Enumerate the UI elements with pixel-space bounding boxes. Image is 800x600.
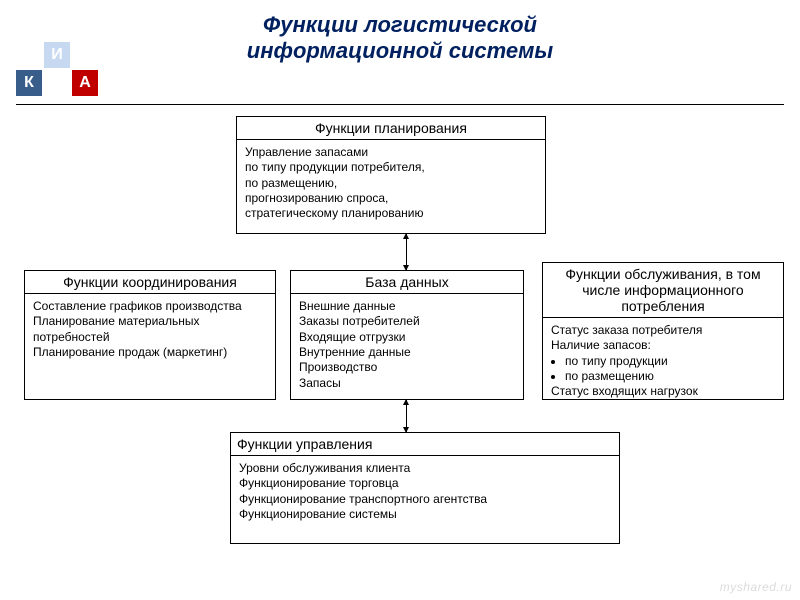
box-service-before: Статус заказа потребителя Наличие запасо…: [551, 323, 775, 354]
diagram-page: Функции логистической информационной сис…: [0, 0, 800, 600]
watermark: myshared.ru: [720, 580, 792, 594]
box-control-body: Уровни обслуживания клиента Функциониров…: [231, 456, 619, 527]
box-control: Функции управления Уровни обслуживания к…: [230, 432, 620, 544]
logo: И К А: [16, 42, 106, 102]
box-coordination-body: Составление графиков производства Планир…: [25, 294, 275, 365]
page-title-line2: информационной системы: [0, 38, 800, 64]
list-item: по размещению: [565, 369, 775, 384]
logo-letter-k: К: [16, 70, 42, 96]
box-coordination: Функции координирования Составление граф…: [24, 270, 276, 400]
logo-letter-n: И: [44, 42, 70, 68]
list-item: по типу продукции: [565, 354, 775, 369]
box-database: База данных Внешние данные Заказы потреб…: [290, 270, 524, 400]
box-database-header: База данных: [291, 271, 523, 294]
box-service-bullets: по типу продукциипо размещению: [551, 354, 775, 385]
box-planning-header: Функции планирования: [237, 117, 545, 140]
box-planning-body: Управление запасами по типу продукции по…: [237, 140, 545, 227]
title-block: Функции логистической информационной сис…: [0, 0, 800, 65]
box-control-header: Функции управления: [231, 433, 619, 456]
box-service-after: Статус входящих нагрузок: [551, 384, 775, 399]
box-service-body: Статус заказа потребителя Наличие запасо…: [543, 318, 783, 405]
logo-letter-a: А: [72, 70, 98, 96]
box-service: Функции обслуживания, в том числе информ…: [542, 262, 784, 400]
box-coordination-header: Функции координирования: [25, 271, 275, 294]
box-database-body: Внешние данные Заказы потребителей Входя…: [291, 294, 523, 396]
box-planning: Функции планирования Управление запасами…: [236, 116, 546, 234]
box-service-header: Функции обслуживания, в том числе информ…: [543, 263, 783, 318]
page-title-line1: Функции логистической: [0, 12, 800, 38]
divider: [16, 104, 784, 105]
